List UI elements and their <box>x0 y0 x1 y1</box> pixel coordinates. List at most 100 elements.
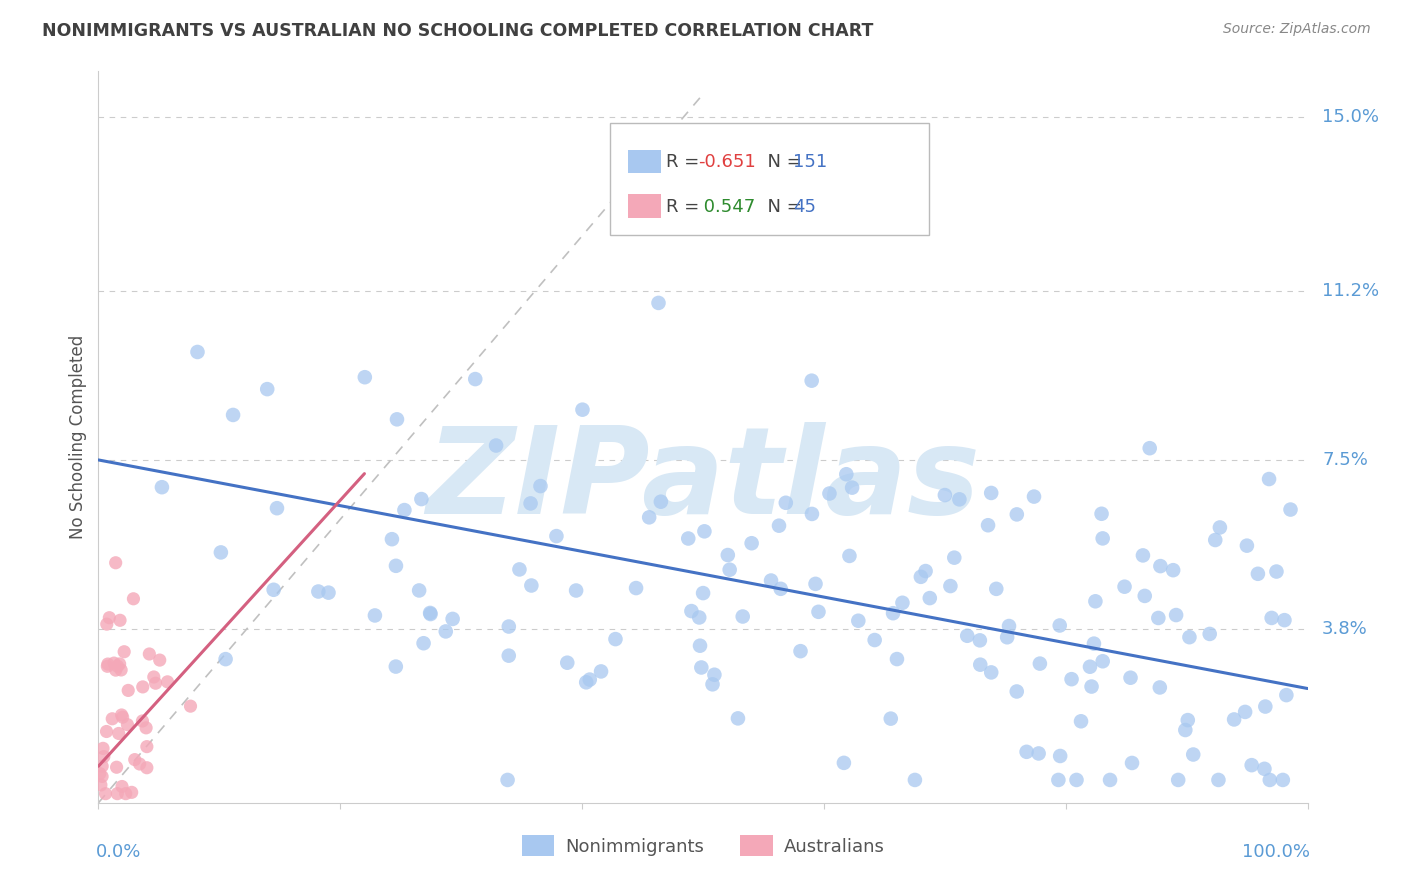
Point <box>918 591 941 606</box>
Point <box>1091 654 1114 668</box>
Point <box>1049 618 1071 632</box>
Point <box>1164 608 1187 623</box>
Point <box>688 610 710 624</box>
Point <box>977 518 1000 533</box>
Text: 0.547: 0.547 <box>699 198 755 216</box>
Point <box>110 708 132 723</box>
Point <box>789 644 811 658</box>
Point <box>96 617 118 632</box>
Point <box>1167 772 1189 787</box>
Point <box>1070 714 1092 729</box>
Point <box>948 492 970 507</box>
Point <box>800 374 823 388</box>
Text: R =: R = <box>666 153 704 171</box>
Point <box>703 667 725 681</box>
Point <box>804 577 827 591</box>
Text: 100.0%: 100.0% <box>1241 843 1310 861</box>
Point <box>1208 772 1230 787</box>
Point <box>114 787 136 801</box>
Point <box>89 766 111 780</box>
Point <box>96 659 118 673</box>
Point <box>156 674 179 689</box>
Point <box>1119 671 1142 685</box>
Point <box>731 609 754 624</box>
Point <box>1099 772 1122 787</box>
Point <box>318 585 340 599</box>
Point <box>904 772 927 787</box>
Point <box>1253 762 1275 776</box>
Point <box>1147 611 1170 625</box>
Point <box>1005 508 1028 522</box>
Point <box>589 665 612 679</box>
Point <box>914 564 936 578</box>
Point <box>1133 589 1156 603</box>
Point <box>1060 672 1083 686</box>
Point <box>214 652 236 666</box>
Point <box>1078 659 1101 673</box>
Point <box>1139 441 1161 455</box>
Point <box>1247 566 1270 581</box>
Point <box>769 582 792 596</box>
Point <box>142 670 165 684</box>
Point <box>103 656 125 670</box>
Text: Source: ZipAtlas.com: Source: ZipAtlas.com <box>1223 22 1371 37</box>
Point <box>307 584 329 599</box>
Point <box>882 606 904 620</box>
Text: 45: 45 <box>793 198 815 216</box>
Point <box>1204 533 1226 547</box>
Point <box>93 749 115 764</box>
Point <box>117 717 139 731</box>
Point <box>529 479 551 493</box>
Point <box>1049 749 1071 764</box>
Point <box>1066 772 1088 787</box>
Point <box>1274 613 1296 627</box>
Point <box>485 438 508 452</box>
Point <box>759 574 782 588</box>
Point <box>1114 580 1136 594</box>
Point <box>1258 772 1281 787</box>
Point <box>863 633 886 648</box>
Text: N =: N = <box>756 198 807 216</box>
Point <box>1005 684 1028 698</box>
Point <box>394 503 416 517</box>
Point <box>91 741 114 756</box>
Point <box>1015 745 1038 759</box>
Point <box>101 712 124 726</box>
Point <box>1084 594 1107 608</box>
Point <box>131 714 153 728</box>
Point <box>256 382 278 396</box>
Point <box>381 532 404 546</box>
Point <box>647 296 669 310</box>
Point <box>105 760 128 774</box>
Point <box>1028 747 1050 761</box>
Point <box>124 753 146 767</box>
Point <box>128 757 150 772</box>
Point <box>692 586 714 600</box>
Point <box>995 630 1018 644</box>
Point <box>1265 565 1288 579</box>
Point <box>179 699 201 714</box>
Point <box>969 633 991 648</box>
Point <box>498 619 520 633</box>
Point <box>1234 705 1257 719</box>
Point <box>1258 472 1281 486</box>
Point <box>138 647 160 661</box>
Point <box>717 548 740 562</box>
Point <box>546 529 568 543</box>
Point <box>555 656 578 670</box>
Point <box>108 613 131 627</box>
Point <box>121 785 143 799</box>
Point <box>693 524 716 539</box>
Text: 151: 151 <box>793 153 827 171</box>
Text: N =: N = <box>756 153 807 171</box>
Point <box>1047 772 1070 787</box>
Point <box>718 563 741 577</box>
Point <box>519 496 541 510</box>
Point <box>838 549 860 563</box>
Point <box>678 532 700 546</box>
Point <box>107 659 129 673</box>
Point <box>910 570 932 584</box>
Point <box>969 657 991 672</box>
Point <box>1121 756 1143 770</box>
Point <box>1029 657 1052 671</box>
